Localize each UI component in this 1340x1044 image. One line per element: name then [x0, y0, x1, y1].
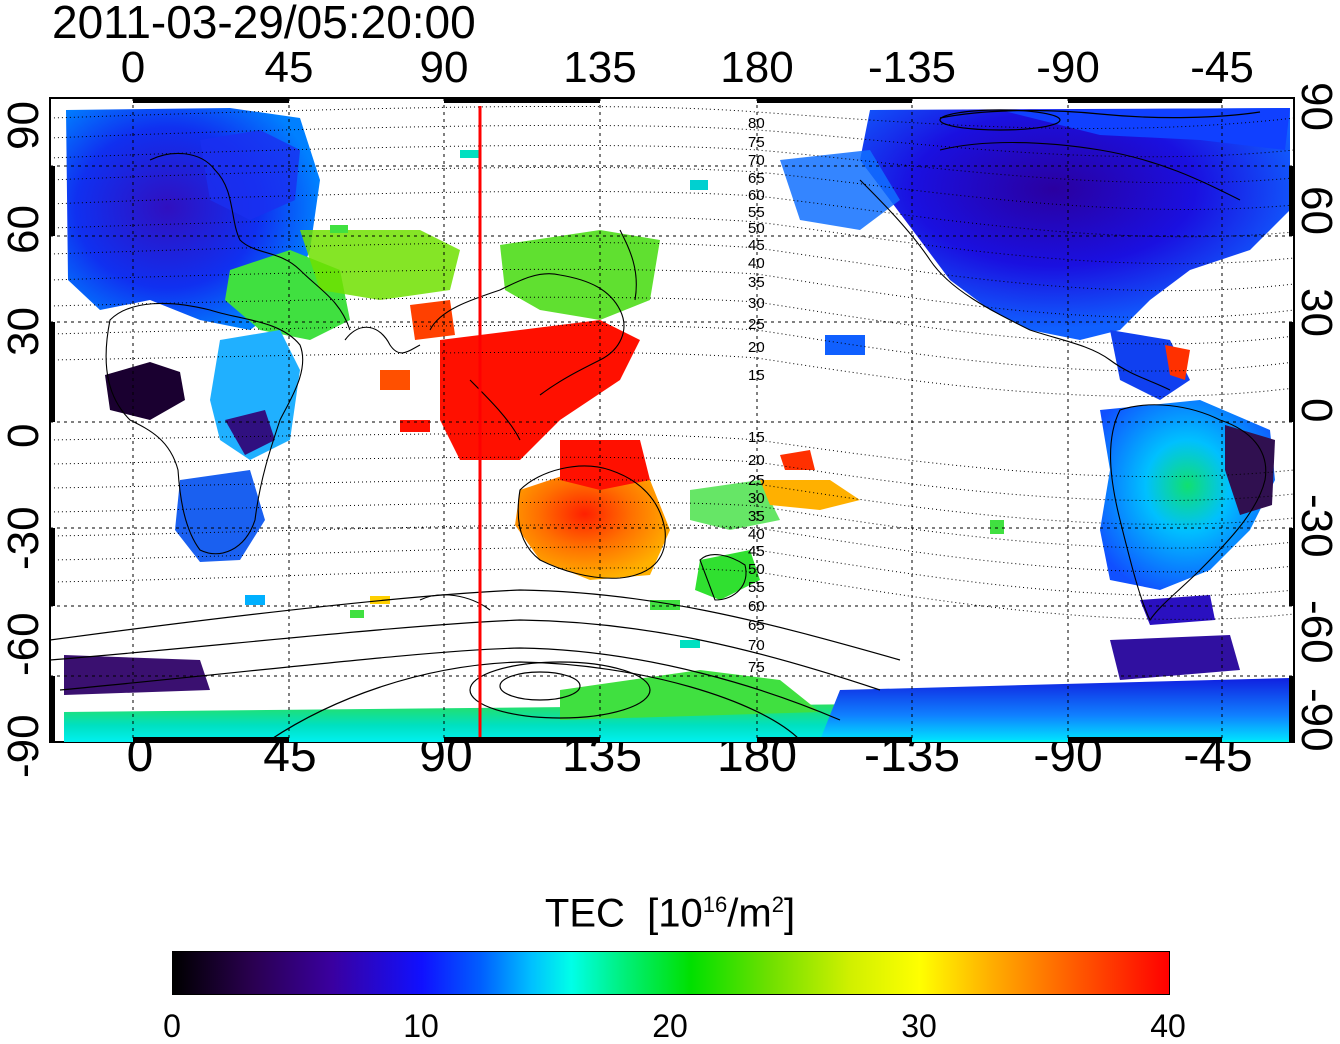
contour-label-south: 70 [748, 637, 765, 654]
contour-label-south: 15 [748, 429, 765, 446]
contour-label-south: 75 [748, 659, 765, 676]
colorbar-unit-exponent: 16 [702, 892, 728, 917]
colorbar-tick: 40 [1150, 1008, 1186, 1044]
graticule [50, 98, 1294, 742]
frame-ticks [50, 98, 1294, 742]
contour-label-north: 25 [748, 316, 765, 333]
contour-label-south: 50 [748, 561, 765, 578]
contour-label-south: 20 [748, 452, 765, 469]
contour-label-north: 75 [748, 134, 765, 151]
contour-label-north: 40 [748, 255, 765, 272]
colorbar-tick: 30 [901, 1008, 937, 1044]
contour-label-south: 45 [748, 543, 765, 560]
contour-label-south: 65 [748, 617, 765, 634]
contour-label-north: 15 [748, 367, 765, 384]
colorbar-tick: 0 [163, 1008, 181, 1044]
top-lon-tick: 180 [720, 43, 794, 92]
contour-label-north: 80 [748, 115, 765, 132]
contour-label-south: 60 [748, 598, 765, 615]
southern-solid-contours [50, 109, 1261, 741]
map-title: 2011-03-29/05:20:00 [52, 0, 476, 48]
contour-label-south: 40 [748, 526, 765, 543]
contour-label-north: 65 [748, 170, 765, 187]
colorbar-unit-suffix: ] [783, 891, 796, 936]
contour-label-south: 55 [748, 579, 765, 596]
top-lon-tick: 0 [120, 43, 146, 92]
contour-label-north: 20 [748, 339, 765, 356]
top-lon-tick: 45 [264, 43, 314, 92]
contour-label-north: 55 [748, 204, 765, 221]
colorbar-title: TEC [1016/m2] [0, 880, 1340, 938]
top-lon-tick: -135 [867, 43, 957, 92]
contour-label-north: 45 [748, 237, 765, 254]
tec-colorbar [172, 951, 1170, 995]
colorbar-tick: 20 [652, 1008, 688, 1044]
top-lon-tick: 90 [419, 43, 469, 92]
top-lon-tick: 135 [563, 43, 637, 92]
colorbar-unit-prefix: [10 [647, 891, 703, 936]
colorbar-unit-mid: /m [727, 891, 772, 936]
top-lon-tick: -90 [1036, 43, 1100, 92]
contour-label-south: 25 [748, 472, 765, 489]
contour-label-north: 50 [748, 220, 765, 237]
top-lon-tick: -45 [1190, 43, 1254, 92]
contour-label-south: 30 [748, 490, 765, 507]
contour-label-north: 30 [748, 295, 765, 312]
colorbar-tick: 10 [403, 1008, 439, 1044]
colorbar-label: TEC [544, 891, 625, 936]
colorbar-unit-exponent-2: 2 [771, 892, 784, 917]
contour-label-south: 35 [748, 508, 765, 525]
contour-label-north: 35 [748, 274, 765, 291]
magnetic-contours [50, 105, 1294, 620]
contour-label-north: 60 [748, 187, 765, 204]
coastlines [105, 141, 1267, 622]
contour-label-north: 70 [748, 152, 765, 169]
contour-labels: 80 75 70 65 60 55 50 45 40 35 30 25 20 1… [748, 115, 765, 676]
